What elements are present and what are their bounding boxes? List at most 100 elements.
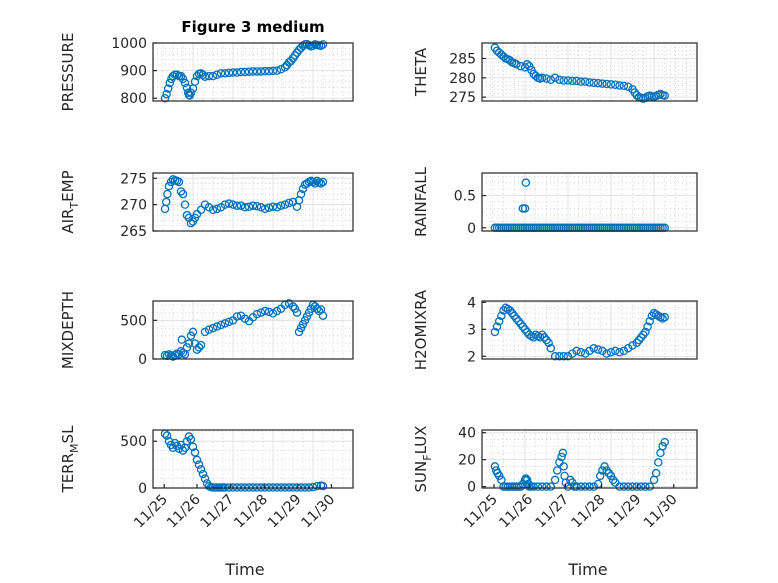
- data-point: [264, 66, 274, 76]
- data-point: [208, 323, 218, 333]
- data-point: [296, 189, 306, 199]
- data-point: [228, 68, 238, 77]
- data-point: [649, 308, 659, 318]
- data-point: [312, 304, 322, 313]
- data-point: [190, 77, 200, 86]
- data-point: [252, 201, 262, 211]
- data-point: [256, 203, 266, 212]
- data-point: [619, 81, 629, 91]
- x-tick-label: 11/26: [496, 491, 536, 531]
- data-point: [645, 316, 654, 326]
- x-tick-label: 11/28: [231, 492, 271, 532]
- data-point: [220, 200, 230, 209]
- data-point: [308, 482, 318, 492]
- data-point: [628, 341, 637, 350]
- data-point: [494, 316, 504, 326]
- data-point: [529, 482, 538, 491]
- data-point: [186, 88, 196, 97]
- series-theta: [490, 43, 670, 103]
- y-axis-label: PRESSURE: [59, 33, 77, 112]
- y-tick-label: 0: [138, 481, 147, 497]
- data-point: [161, 197, 171, 207]
- data-point: [557, 452, 566, 462]
- data-point: [232, 312, 242, 321]
- data-point: [168, 71, 178, 81]
- data-point: [602, 349, 611, 358]
- data-point: [224, 199, 234, 208]
- data-point: [188, 442, 198, 452]
- data-point: [542, 335, 551, 345]
- data-point: [212, 70, 222, 80]
- data-point: [200, 72, 210, 81]
- data-point: [537, 73, 547, 83]
- axes-box: [481, 42, 698, 102]
- data-point: [318, 311, 328, 320]
- data-point: [623, 82, 633, 91]
- data-point: [537, 482, 547, 491]
- series-rainfall: [490, 178, 670, 233]
- data-point: [546, 482, 556, 491]
- data-point: [572, 346, 581, 356]
- data-point: [160, 429, 170, 438]
- data-point: [177, 335, 187, 344]
- data-point: [647, 311, 657, 321]
- data-point: [228, 200, 238, 209]
- data-point: [208, 71, 218, 81]
- data-point: [490, 327, 500, 337]
- data-point: [260, 66, 270, 76]
- data-point: [540, 333, 549, 342]
- data-point: [628, 482, 637, 491]
- data-point: [166, 177, 176, 187]
- data-point: [615, 482, 624, 491]
- data-point: [589, 343, 599, 353]
- data-point: [194, 343, 204, 352]
- y-tick-label: 20: [458, 453, 476, 469]
- data-point: [204, 325, 214, 334]
- data-point: [559, 76, 568, 85]
- data-point: [216, 69, 226, 78]
- data-point: [576, 348, 586, 357]
- chart-title: Figure 3 medium: [181, 18, 324, 36]
- data-point: [632, 482, 642, 491]
- data-point: [186, 435, 196, 444]
- data-point: [527, 331, 536, 341]
- data-point: [162, 431, 172, 440]
- data-point: [520, 204, 530, 213]
- data-point: [608, 475, 618, 485]
- series-pressure: [160, 39, 328, 103]
- data-point: [639, 330, 648, 339]
- data-point: [256, 67, 266, 76]
- data-point: [236, 67, 246, 77]
- data-point: [572, 76, 581, 86]
- x-tick-label: 11/25: [461, 492, 501, 532]
- data-point: [596, 471, 605, 481]
- panel-h2omixra: 2 3 4 H2OMIXRA: [412, 289, 698, 370]
- data-point: [252, 67, 262, 76]
- data-point: [268, 66, 278, 76]
- data-point: [264, 307, 274, 317]
- data-point: [563, 76, 573, 85]
- data-point: [520, 325, 530, 334]
- data-point: [516, 319, 525, 329]
- data-point: [550, 73, 560, 83]
- data-point: [232, 68, 242, 77]
- data-point: [643, 322, 652, 331]
- axes-box: [152, 42, 354, 102]
- y-tick-label: 40: [458, 426, 476, 442]
- x-axis-label-right: Time: [567, 560, 607, 579]
- data-point: [172, 70, 182, 80]
- data-point: [580, 349, 590, 358]
- data-point: [280, 200, 290, 209]
- data-point: [546, 343, 556, 353]
- data-point: [162, 89, 171, 99]
- data-point: [292, 308, 302, 317]
- x-tick-label: 11/25: [131, 492, 171, 532]
- data-point: [164, 181, 174, 191]
- data-point: [606, 348, 616, 357]
- x-tick-label: 11/30: [641, 492, 681, 532]
- data-point: [580, 77, 590, 86]
- data-point: [501, 303, 510, 312]
- data-point: [276, 64, 286, 74]
- data-point: [268, 202, 278, 211]
